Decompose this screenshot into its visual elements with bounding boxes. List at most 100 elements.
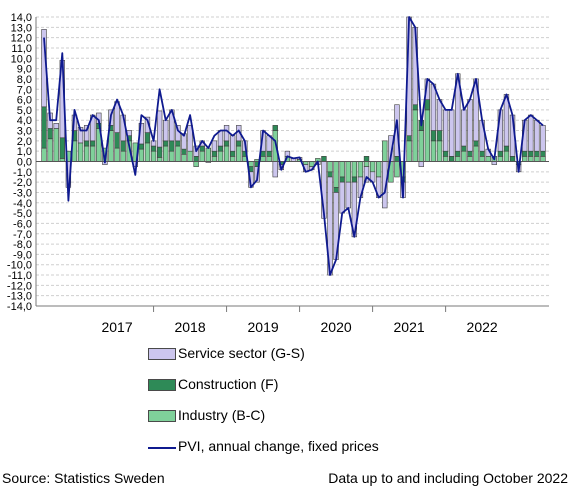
- bar-construction: [223, 140, 230, 147]
- bar-construction: [163, 140, 169, 147]
- bar-construction: [181, 148, 187, 155]
- bar-construction: [534, 150, 540, 157]
- bar-service: [467, 99, 473, 152]
- y-tick-label: -5,0: [13, 208, 32, 220]
- bar-construction: [436, 130, 443, 142]
- bar-industry: [522, 156, 528, 162]
- bar-construction: [540, 150, 546, 157]
- y-tick-label: 13,0: [11, 22, 32, 34]
- bar-construction: [479, 150, 485, 157]
- bar-construction: [522, 150, 528, 157]
- y-tick-label: 4,0: [17, 115, 32, 127]
- bar-construction: [156, 146, 163, 158]
- x-tick-label: 2021: [394, 319, 425, 335]
- bar-industry: [193, 161, 199, 167]
- bar-industry: [309, 161, 315, 167]
- bar-construction: [503, 145, 510, 152]
- bar-service: [461, 109, 467, 147]
- bar-industry: [333, 161, 339, 188]
- bar-industry: [236, 145, 242, 162]
- bar-industry: [181, 153, 187, 162]
- pvi-line: [43, 16, 544, 276]
- bar-construction: [528, 150, 534, 157]
- bar-service: [187, 125, 193, 152]
- source-note: Source: Statistics Sweden: [2, 470, 165, 486]
- y-tick-label: 8,0: [17, 74, 32, 86]
- legend-label-service: Service sector (G-S): [178, 345, 305, 361]
- bar-construction: [59, 137, 65, 159]
- legend-label-pvi: PVI, annual change, fixed prices: [178, 438, 379, 454]
- bar-construction: [327, 171, 333, 178]
- bar-industry: [363, 161, 370, 167]
- x-tick-label: 2019: [248, 319, 279, 335]
- bar-industry: [540, 156, 546, 162]
- bar-construction: [120, 140, 126, 152]
- y-tick-label: -8,0: [13, 239, 32, 251]
- y-tick-label: -3,0: [13, 187, 32, 199]
- bar-construction: [144, 132, 151, 144]
- bar-construction: [175, 140, 181, 147]
- bar-construction: [412, 104, 418, 111]
- bar-service: [442, 109, 449, 152]
- x-tick-label: 2022: [467, 319, 498, 335]
- y-tick-label: -4,0: [13, 198, 32, 210]
- y-tick-label: 12,0: [11, 33, 32, 45]
- bar-industry: [41, 147, 47, 162]
- bar-construction: [90, 140, 96, 147]
- bar-construction: [266, 150, 272, 157]
- legend-swatch-construction: [148, 379, 176, 391]
- bar-construction: [333, 187, 339, 193]
- bar-industry: [138, 148, 145, 162]
- bar-industry: [47, 138, 53, 162]
- bar-service: [272, 161, 278, 178]
- bar-construction: [193, 156, 199, 162]
- bar-construction: [467, 150, 473, 157]
- legend-swatch-service: [148, 348, 176, 360]
- bar-industry: [369, 161, 376, 173]
- bar-industry: [260, 156, 266, 162]
- bar-construction: [430, 130, 437, 142]
- bar-service: [77, 127, 84, 144]
- bar-industry: [339, 161, 345, 178]
- bar-industry: [430, 140, 437, 162]
- bar-service: [436, 99, 443, 131]
- bar-industry: [479, 156, 485, 162]
- bar-construction: [424, 99, 431, 111]
- x-tick-label: 2018: [174, 319, 205, 335]
- bar-industry: [485, 156, 491, 162]
- y-tick-label: -1,0: [13, 167, 32, 179]
- bar-construction: [272, 125, 278, 131]
- bar-industry: [156, 157, 163, 162]
- bar-construction: [138, 143, 145, 150]
- bar-industry: [376, 161, 382, 178]
- y-tick-label: -7,0: [13, 229, 32, 241]
- y-tick-label: -12,0: [7, 280, 32, 292]
- y-tick-label: -9,0: [13, 249, 32, 261]
- y-tick-label: -2,0: [13, 177, 32, 189]
- chart: 14,013,012,011,010,09,08,07,06,05,04,03,…: [7, 12, 549, 335]
- bar-service: [223, 125, 230, 142]
- y-tick-label: 5,0: [17, 105, 32, 117]
- bar-industry: [175, 145, 181, 162]
- bar-service: [363, 166, 370, 183]
- y-tick-label: 3,0: [17, 126, 32, 138]
- y-tick-label: 9,0: [17, 64, 32, 76]
- bar-construction: [339, 176, 345, 183]
- bar-construction: [351, 176, 358, 183]
- bar-construction: [83, 140, 90, 147]
- bar-industry: [199, 150, 205, 162]
- bar-industry: [77, 142, 84, 162]
- bar-industry: [503, 150, 510, 162]
- bar-construction: [150, 145, 157, 152]
- bar-service: [534, 119, 540, 152]
- bar-construction: [442, 150, 449, 157]
- bar-industry: [169, 150, 175, 162]
- bar-industry: [467, 156, 473, 162]
- y-tick-label: 2,0: [17, 136, 32, 148]
- bar-industry: [442, 156, 449, 162]
- y-tick-label: 14,0: [11, 12, 32, 24]
- bar-industry: [473, 145, 479, 162]
- bar-industry: [455, 156, 461, 162]
- bar-industry: [412, 109, 418, 162]
- bar-industry: [266, 156, 272, 162]
